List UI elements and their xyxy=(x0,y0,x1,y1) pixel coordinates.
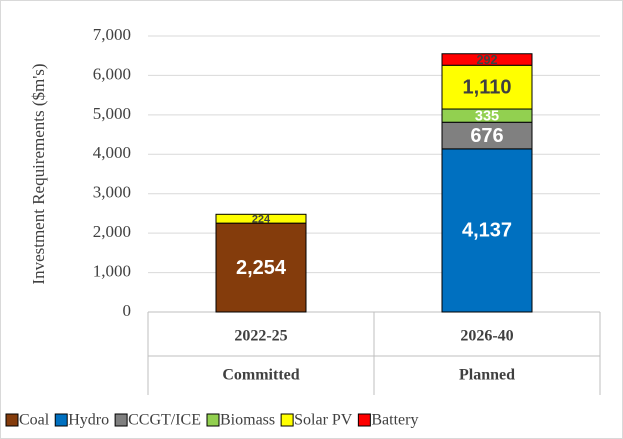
legend-swatch xyxy=(54,413,68,427)
data-label: 4,137 xyxy=(462,220,512,242)
y-axis-label: Investment Requirements ($m's) xyxy=(29,63,48,284)
legend-swatch xyxy=(280,413,294,427)
group-label: Committed xyxy=(222,367,299,384)
y-tick-label: 5,000 xyxy=(93,104,131,123)
bar-segment xyxy=(215,213,307,224)
y-tick-label: 6,000 xyxy=(93,64,131,83)
data-label: 676 xyxy=(470,125,503,147)
legend-label: Hydro xyxy=(68,412,109,429)
legend-label: Coal xyxy=(19,412,50,429)
legend-swatch xyxy=(357,413,371,427)
data-label: 335 xyxy=(475,108,499,124)
x-tick-label: 2026-40 xyxy=(460,328,513,345)
legend-label: Solar PV xyxy=(294,412,353,429)
legend-swatch xyxy=(5,413,19,427)
y-tick-label: 7,000 xyxy=(93,25,131,44)
data-label: 2,254 xyxy=(236,257,287,279)
data-label: 292 xyxy=(476,53,497,67)
legend-label: CCGT/ICE xyxy=(128,412,201,429)
data-label: 1,110 xyxy=(463,76,512,98)
x-tick-label: 2022-25 xyxy=(234,328,287,345)
legend-swatch xyxy=(206,413,220,427)
bar-segment xyxy=(441,53,533,66)
y-tick-label: 1,000 xyxy=(93,261,131,280)
group-label: Planned xyxy=(459,367,515,384)
legend-swatch xyxy=(114,413,128,427)
data-label: 224 xyxy=(252,214,271,226)
legend-label: Battery xyxy=(371,412,418,429)
legend-label: Biomass xyxy=(220,412,275,429)
y-tick-label: 0 xyxy=(123,301,132,320)
y-tick-label: 4,000 xyxy=(93,143,131,162)
y-tick-label: 2,000 xyxy=(93,222,131,241)
bar-segment xyxy=(215,222,307,313)
y-tick-label: 3,000 xyxy=(93,183,131,202)
